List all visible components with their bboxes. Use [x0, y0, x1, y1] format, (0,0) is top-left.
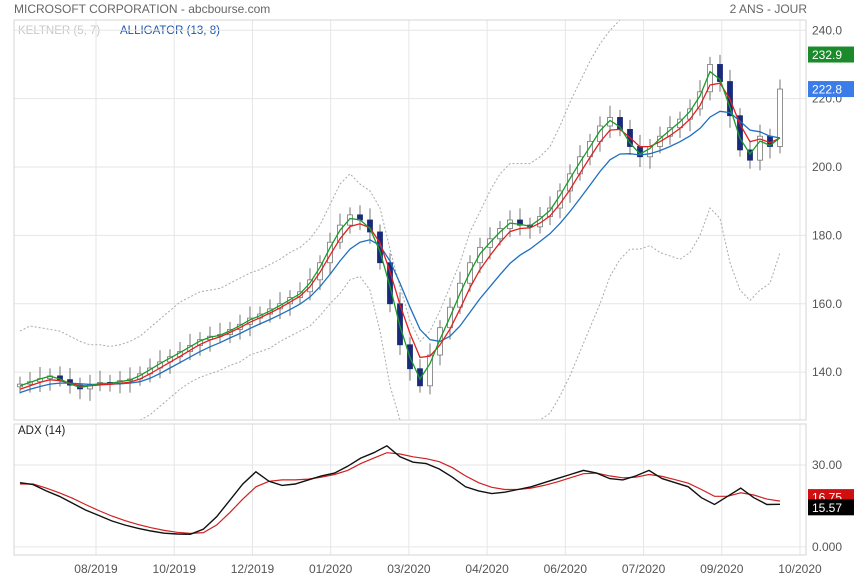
adx-legend: ADX (14)	[18, 425, 66, 437]
candle-body	[347, 214, 353, 226]
month-tick-label: 08/2019	[74, 562, 118, 576]
candle-body	[387, 262, 393, 305]
price-tick-label: 140.0	[812, 365, 842, 379]
price-high-badge-bg	[808, 46, 854, 63]
price-tick-label: 200.0	[812, 160, 842, 174]
price-last-badge-bg	[808, 81, 854, 98]
candle-body	[737, 115, 743, 151]
adx-tick-label: 30.00	[812, 458, 842, 472]
month-tick-label: 10/2019	[153, 562, 197, 576]
adx-signal-line	[20, 452, 781, 535]
month-tick-label: 07/2020	[622, 562, 666, 576]
alligator-legend: ALLIGATOR (13, 8)	[120, 25, 220, 37]
candles	[17, 54, 783, 401]
price-last-badge-text: 222.8	[812, 83, 842, 97]
alligator-jaw-line	[19, 110, 781, 394]
adx-line	[19, 444, 781, 536]
price-high-badge: 232.9	[808, 46, 854, 63]
candle-body	[777, 88, 783, 147]
adx-tick-label: 0.000	[812, 540, 842, 554]
price-panel-frame	[13, 19, 807, 421]
adx-value-badge-bg	[808, 499, 854, 516]
chart-title: MICROSOFT CORPORATION - abcbourse.com	[14, 2, 271, 16]
price-tick-label: 180.0	[812, 228, 842, 242]
candle-body	[507, 219, 513, 229]
adx-panel-frame	[13, 423, 807, 556]
month-tick-label: 10/2020	[778, 562, 822, 576]
candle-body	[417, 368, 423, 387]
month-tick-label: 06/2020	[544, 562, 588, 576]
month-tick-label: 12/2019	[231, 562, 275, 576]
candle-body	[757, 135, 763, 161]
keltner-upper-line	[19, 20, 780, 348]
candle-body	[457, 282, 463, 308]
keltner-bands	[19, 20, 781, 420]
candle-body	[427, 354, 433, 387]
adx-value-badge-text: 15.57	[812, 501, 842, 515]
price-high-badge-text: 232.9	[812, 48, 842, 62]
candle-body	[497, 228, 503, 240]
alligator-lips-line	[19, 70, 781, 389]
period-label[interactable]: 2 ANS - JOUR	[729, 2, 807, 16]
price-tick-label: 160.0	[812, 297, 842, 311]
candle-body	[517, 219, 523, 226]
price-last-badge: 222.8	[808, 81, 854, 98]
month-tick-label: 01/2020	[309, 562, 353, 576]
price-tick-label: 240.0	[812, 23, 842, 37]
keltner-legend: KELTNER (5, 7)	[18, 25, 101, 37]
candle-body	[717, 64, 723, 82]
adx-value-badge: 15.57	[808, 499, 854, 516]
month-tick-label: 09/2020	[700, 562, 744, 576]
month-tick-label: 03/2020	[387, 562, 431, 576]
month-tick-label: 04/2020	[465, 562, 509, 576]
